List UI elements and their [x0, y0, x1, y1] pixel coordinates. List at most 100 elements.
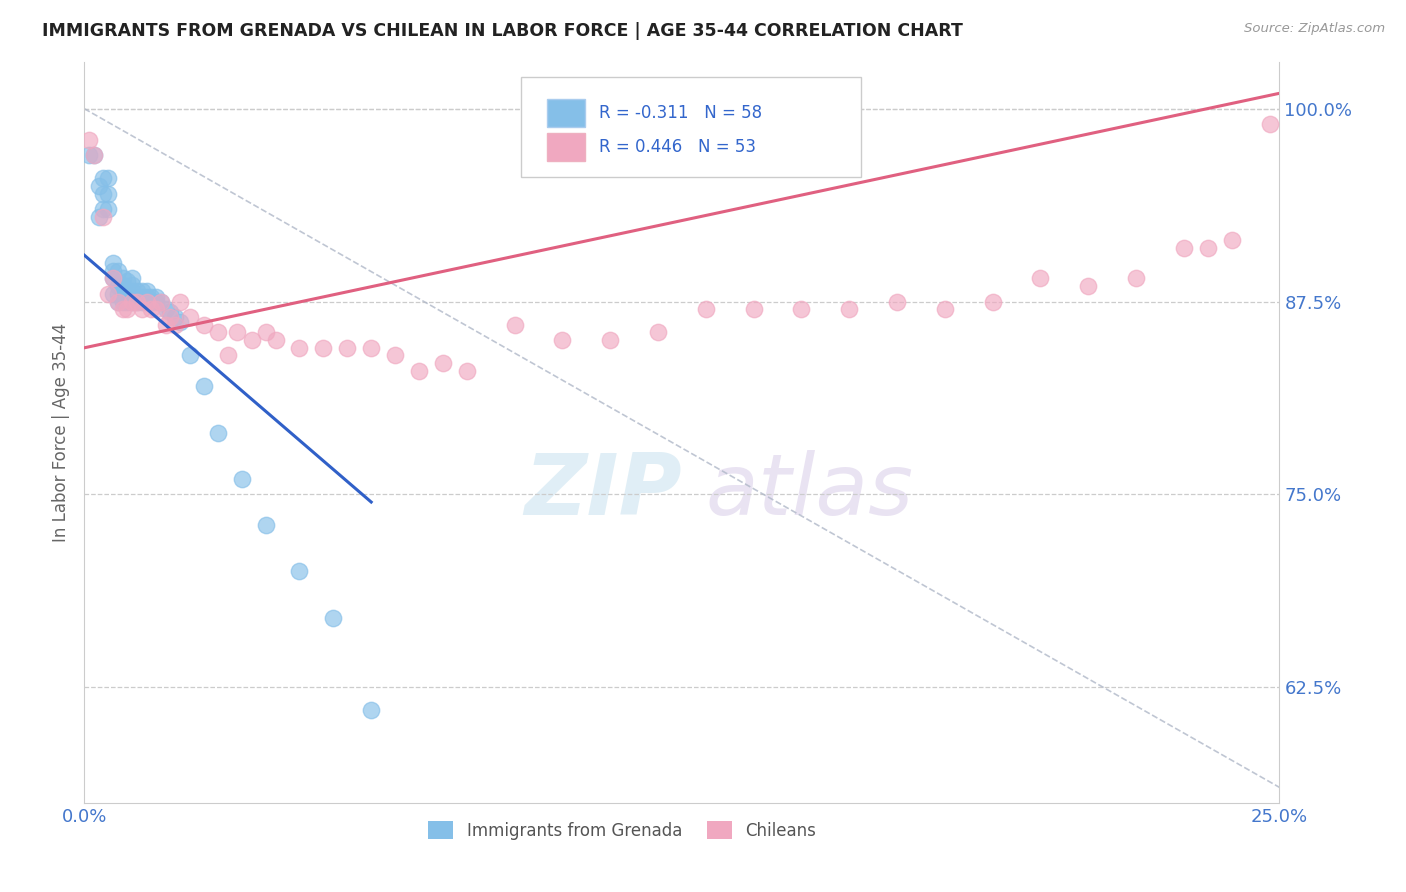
Point	[117, 302, 139, 317]
Point	[226, 326, 249, 340]
Point	[111, 277, 134, 292]
Point	[111, 271, 134, 285]
Point	[141, 302, 163, 317]
Point	[360, 341, 382, 355]
Point	[117, 290, 139, 304]
Point	[149, 294, 172, 309]
Point	[288, 341, 311, 355]
Point	[179, 310, 201, 324]
Point	[934, 302, 956, 317]
Text: IMMIGRANTS FROM GRENADA VS CHILEAN IN LABOR FORCE | AGE 35-44 CORRELATION CHART: IMMIGRANTS FROM GRENADA VS CHILEAN IN LA…	[42, 22, 963, 40]
Point	[111, 290, 134, 304]
Point	[97, 186, 120, 201]
Point	[207, 425, 229, 440]
Point	[93, 210, 115, 224]
Point	[121, 294, 143, 309]
Point	[981, 294, 1004, 309]
Point	[125, 294, 148, 309]
Point	[179, 349, 201, 363]
Point	[149, 294, 172, 309]
Point	[1197, 240, 1219, 254]
Text: atlas: atlas	[706, 450, 914, 533]
Point	[384, 349, 406, 363]
Point	[322, 610, 344, 624]
Point	[97, 202, 120, 216]
Point	[87, 210, 110, 224]
Point	[121, 294, 143, 309]
Point	[432, 356, 454, 370]
Point	[155, 318, 177, 332]
Point	[107, 263, 129, 277]
Point	[264, 333, 287, 347]
Point	[111, 294, 134, 309]
Point	[312, 341, 335, 355]
Point	[93, 202, 115, 216]
Point	[83, 148, 105, 162]
Point	[125, 294, 148, 309]
Point	[742, 302, 765, 317]
Point	[790, 302, 813, 317]
Point	[101, 263, 124, 277]
Point	[131, 290, 153, 304]
Point	[97, 171, 120, 186]
Point	[121, 277, 143, 292]
Text: R = 0.446   N = 53: R = 0.446 N = 53	[599, 138, 756, 156]
Point	[121, 284, 143, 298]
Point	[155, 302, 177, 317]
Point	[886, 294, 908, 309]
Point	[169, 294, 191, 309]
Point	[107, 286, 129, 301]
Point	[101, 271, 124, 285]
Point	[125, 290, 148, 304]
Point	[135, 294, 157, 309]
Point	[145, 302, 167, 317]
Point	[193, 379, 215, 393]
Point	[93, 186, 115, 201]
Point	[125, 284, 148, 298]
Point	[135, 294, 157, 309]
Point	[117, 284, 139, 298]
Point	[240, 333, 263, 347]
Text: ZIP: ZIP	[524, 450, 682, 533]
Point	[288, 565, 311, 579]
Point	[165, 310, 187, 324]
Point	[101, 271, 124, 285]
Text: R = -0.311   N = 58: R = -0.311 N = 58	[599, 103, 762, 122]
Point	[1173, 240, 1195, 254]
Point	[131, 284, 153, 298]
Point	[107, 279, 129, 293]
Bar	[547, 99, 585, 127]
Point	[838, 302, 860, 317]
Point	[121, 290, 143, 304]
Point	[599, 333, 621, 347]
FancyBboxPatch shape	[520, 78, 862, 178]
Point	[193, 318, 215, 332]
Point	[145, 294, 167, 309]
Point	[131, 294, 153, 309]
Point	[117, 275, 139, 289]
Point	[131, 302, 153, 317]
Text: Source: ZipAtlas.com: Source: ZipAtlas.com	[1244, 22, 1385, 36]
Point	[647, 326, 669, 340]
Point	[135, 284, 157, 298]
Point	[77, 132, 100, 146]
Point	[503, 318, 526, 332]
Point	[254, 326, 277, 340]
Point	[107, 294, 129, 309]
Point	[87, 178, 110, 193]
Point	[254, 518, 277, 533]
Point	[93, 171, 115, 186]
Point	[1029, 271, 1052, 285]
Point	[1125, 271, 1147, 285]
Point	[111, 284, 134, 298]
Point	[121, 271, 143, 285]
Point	[456, 364, 478, 378]
Point	[1077, 279, 1099, 293]
Point	[695, 302, 717, 317]
Point	[107, 294, 129, 309]
Point	[336, 341, 359, 355]
Legend: Immigrants from Grenada, Chileans: Immigrants from Grenada, Chileans	[422, 814, 823, 847]
Bar	[547, 133, 585, 161]
Point	[551, 333, 574, 347]
Point	[101, 286, 124, 301]
